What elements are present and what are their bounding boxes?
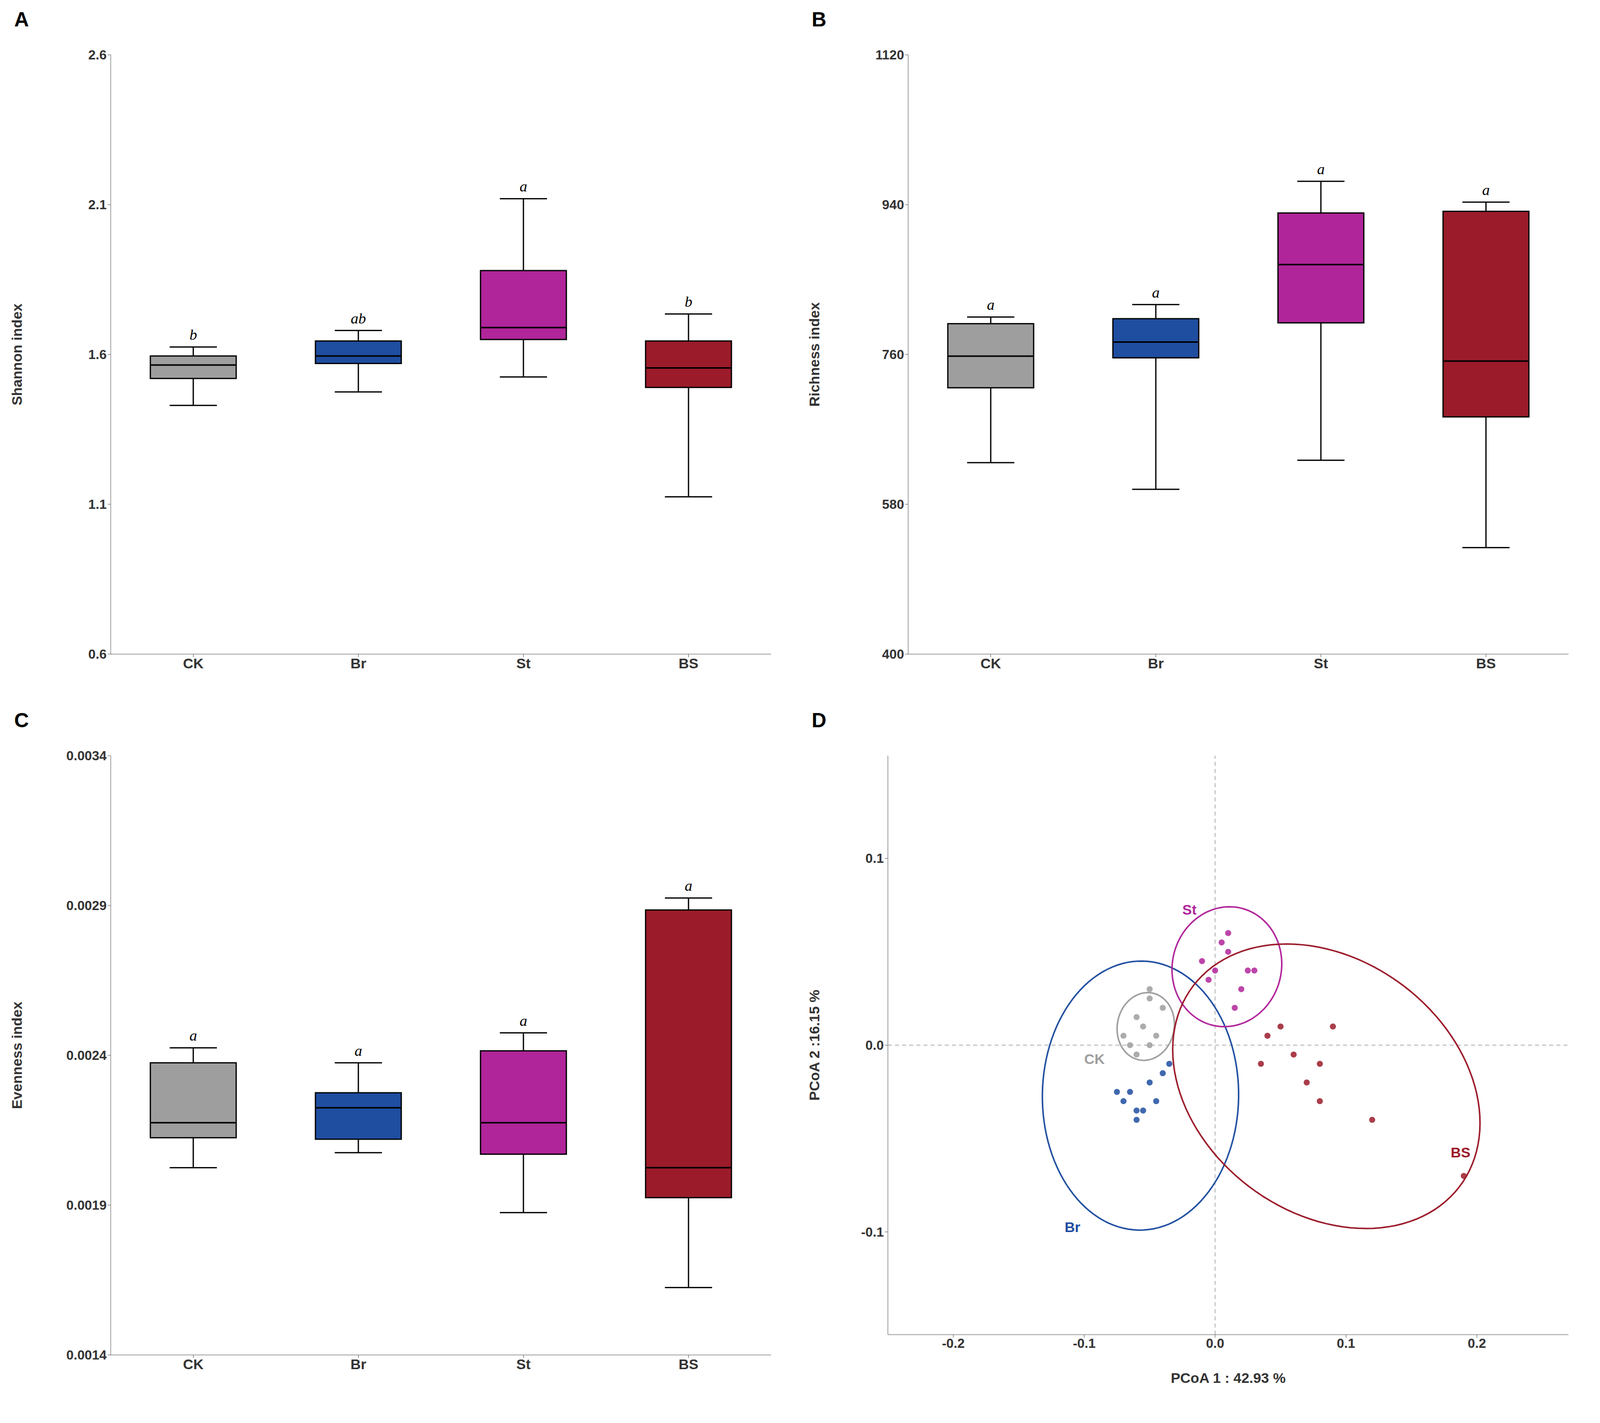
svg-text:Evenness index: Evenness index <box>9 1001 25 1110</box>
svg-text:a: a <box>189 1027 198 1044</box>
svg-text:0.2: 0.2 <box>1467 1335 1487 1352</box>
svg-text:BS: BS <box>1450 1144 1471 1161</box>
svg-text:-0.1: -0.1 <box>860 1224 884 1240</box>
svg-text:0.0019: 0.0019 <box>66 1197 107 1213</box>
svg-text:CK: CK <box>182 1356 204 1373</box>
svg-text:580: 580 <box>882 496 905 512</box>
svg-text:940: 940 <box>882 197 905 213</box>
svg-text:a: a <box>1482 181 1490 199</box>
svg-text:0.0034: 0.0034 <box>66 748 107 764</box>
html-text:D: D <box>811 709 827 732</box>
svg-text:BS: BS <box>678 1356 699 1373</box>
svg-text:a: a <box>519 177 528 195</box>
svg-text:1.6: 1.6 <box>88 346 107 363</box>
svg-text:Richness index: Richness index <box>806 302 823 407</box>
html-text:B: B <box>811 8 827 31</box>
svg-text:PCoA 1 : 42.93 %: PCoA 1 : 42.93 % <box>1170 1370 1286 1387</box>
svg-text:Shannon index: Shannon index <box>9 303 25 406</box>
svg-text:St: St <box>516 655 531 672</box>
svg-text:Br: Br <box>1064 1219 1081 1236</box>
svg-text:0.0024: 0.0024 <box>66 1047 107 1064</box>
svg-text:St: St <box>1314 655 1329 672</box>
svg-text:a: a <box>1152 283 1160 301</box>
svg-text:b: b <box>189 326 198 343</box>
html-text:A: A <box>14 8 29 31</box>
svg-text:a: a <box>684 877 693 894</box>
svg-text:2.1: 2.1 <box>88 197 107 213</box>
svg-text:PCoA 2 :16.15 %: PCoA 2 :16.15 % <box>806 989 823 1101</box>
svg-text:-0.1: -0.1 <box>1072 1335 1096 1352</box>
svg-text:0.6: 0.6 <box>88 646 107 662</box>
svg-text:400: 400 <box>882 646 905 662</box>
svg-text:0.0: 0.0 <box>865 1037 884 1053</box>
svg-text:CK: CK <box>182 655 204 672</box>
svg-text:Br: Br <box>350 1356 367 1373</box>
svg-text:0.1: 0.1 <box>1336 1335 1356 1352</box>
svg-text:BS: BS <box>678 655 699 672</box>
svg-text:760: 760 <box>882 346 905 363</box>
svg-text:St: St <box>1182 902 1197 918</box>
svg-text:-0.2: -0.2 <box>941 1335 965 1352</box>
svg-text:1120: 1120 <box>875 47 905 63</box>
svg-text:CK: CK <box>1084 1051 1105 1068</box>
svg-text:1.1: 1.1 <box>88 496 107 512</box>
html-text:C: C <box>14 709 29 732</box>
svg-text:a: a <box>1317 160 1325 178</box>
svg-text:0.0029: 0.0029 <box>66 898 107 914</box>
svg-text:a: a <box>986 296 995 313</box>
svg-text:St: St <box>516 1356 531 1373</box>
svg-text:ab: ab <box>350 309 367 327</box>
svg-text:BS: BS <box>1476 655 1496 672</box>
svg-text:0.0: 0.0 <box>1205 1335 1225 1352</box>
svg-text:0.1: 0.1 <box>865 850 884 867</box>
svg-text:a: a <box>519 1012 528 1030</box>
svg-text:a: a <box>354 1042 363 1060</box>
svg-text:b: b <box>684 293 693 310</box>
svg-text:CK: CK <box>980 655 1001 672</box>
svg-text:Br: Br <box>1147 655 1164 672</box>
svg-text:Br: Br <box>350 655 367 672</box>
svg-text:0.0014: 0.0014 <box>66 1347 107 1363</box>
svg-text:2.6: 2.6 <box>88 47 107 63</box>
